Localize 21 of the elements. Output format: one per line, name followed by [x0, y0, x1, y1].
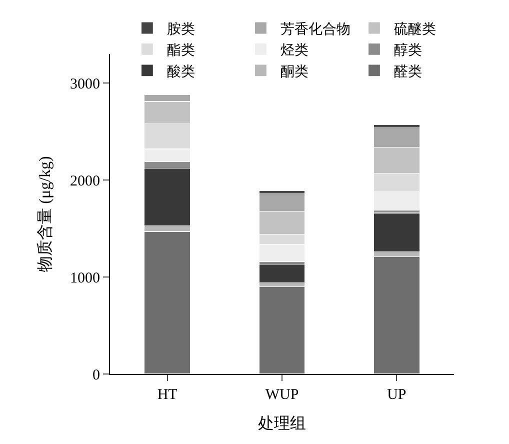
y-tick-label: 2000: [70, 173, 100, 190]
x-axis-title: 处理组: [258, 414, 306, 433]
legend-label: 酸类: [167, 64, 196, 80]
y-tick-label: 1000: [70, 270, 100, 286]
y-tick-label: 3000: [70, 76, 100, 92]
x-tick-label: UP: [387, 387, 406, 403]
bar: [258, 264, 306, 284]
legend-label: 芳香化合物: [280, 21, 351, 38]
x-tick-label: HT: [157, 387, 178, 403]
legend-label: 酮类: [280, 64, 309, 80]
y-tick-label: 0: [92, 367, 100, 384]
x-tick-label: WUP: [265, 387, 299, 403]
legend-label: 醛类: [394, 64, 422, 80]
legend-label: 胺类: [167, 21, 196, 38]
bar: [258, 286, 306, 374]
legend-label: 烃类: [280, 42, 309, 59]
y-axis-title: 物质含量 (μg/kg): [36, 156, 54, 272]
legend-label: 酯类: [167, 42, 196, 59]
legend-label: 醇类: [394, 42, 422, 59]
legend-label: 硫醚类: [394, 21, 436, 38]
bar: [373, 256, 420, 374]
